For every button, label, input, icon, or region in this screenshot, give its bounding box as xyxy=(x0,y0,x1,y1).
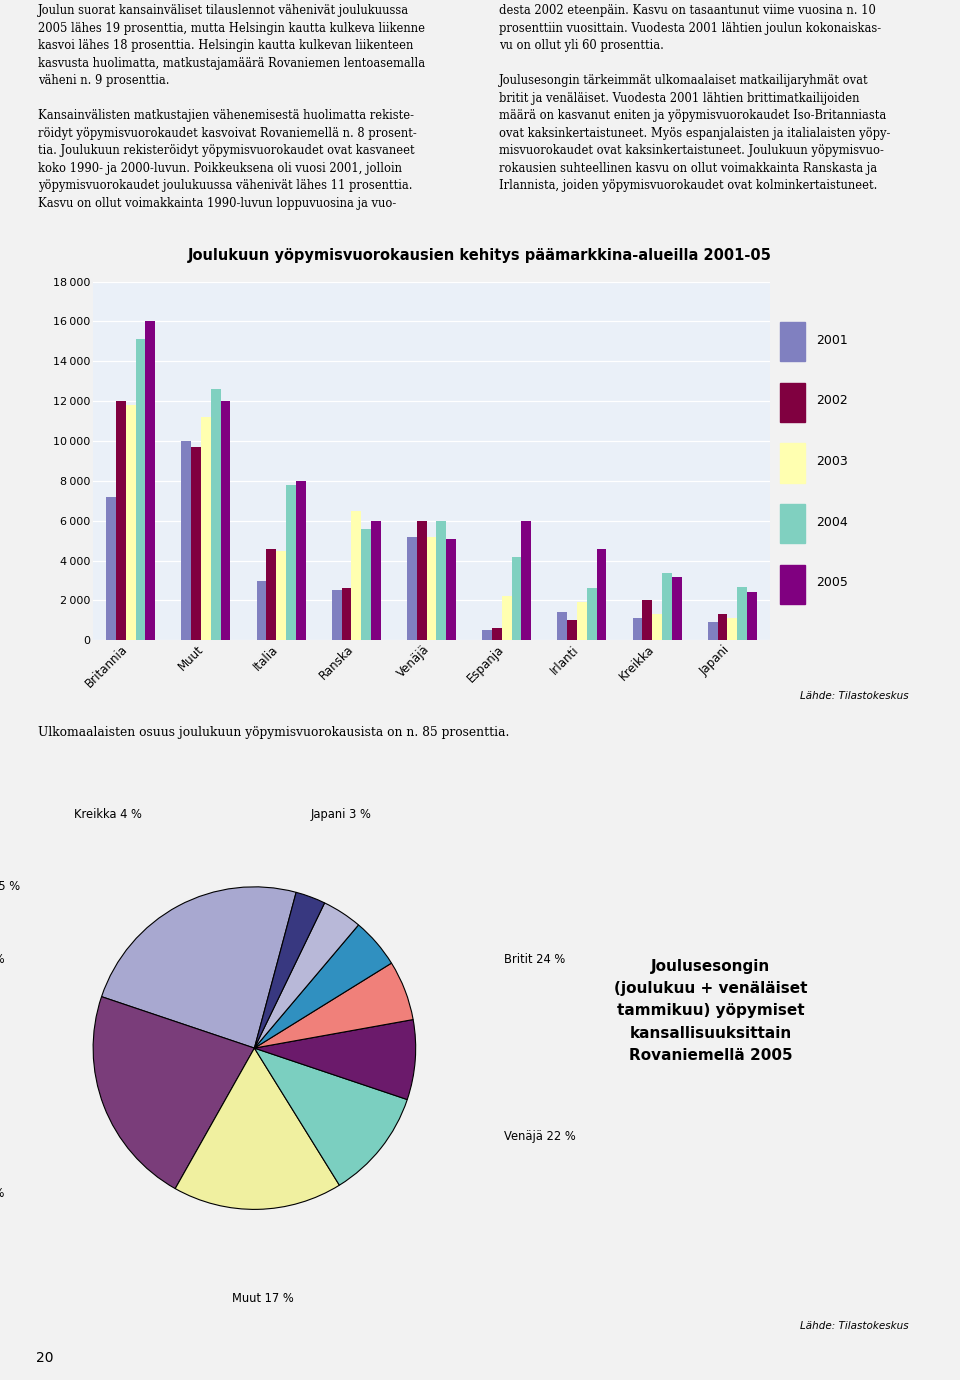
Bar xyxy=(587,588,596,640)
Bar xyxy=(135,339,145,640)
Bar xyxy=(361,529,371,640)
Bar xyxy=(567,621,577,640)
Wedge shape xyxy=(254,963,413,1049)
Bar xyxy=(780,564,805,604)
Bar xyxy=(718,614,728,640)
Bar xyxy=(276,551,286,640)
Bar xyxy=(116,402,126,640)
Text: Joulusesongin
(joulukuu + venäläiset
tammikuu) yöpymiset
kansallisuuksittain
Rov: Joulusesongin (joulukuu + venäläiset tam… xyxy=(613,959,807,1063)
Text: Lähde: Tilastokeskus: Lähde: Tilastokeskus xyxy=(800,691,908,701)
Bar xyxy=(191,447,201,640)
Bar xyxy=(652,614,662,640)
Bar xyxy=(596,549,607,640)
Bar xyxy=(221,402,230,640)
Bar xyxy=(633,618,642,640)
Bar xyxy=(351,511,361,640)
Bar xyxy=(482,631,492,640)
Wedge shape xyxy=(254,925,392,1049)
Text: Japani 3 %: Japani 3 % xyxy=(311,807,372,821)
Bar xyxy=(737,586,747,640)
Text: 2003: 2003 xyxy=(817,455,849,468)
Wedge shape xyxy=(254,1020,416,1100)
Wedge shape xyxy=(254,903,358,1049)
Text: Venäjä 22 %: Venäjä 22 % xyxy=(504,1130,576,1143)
Text: desta 2002 eteenpäin. Kasvu on tasaantunut viime vuosina n. 10
prosenttiin vuosi: desta 2002 eteenpäin. Kasvu on tasaantun… xyxy=(499,4,891,192)
Bar xyxy=(332,591,342,640)
Bar xyxy=(211,389,221,640)
Bar xyxy=(286,484,296,640)
Text: Joulun suorat kansainväliset tilauslennot vähenivät joulukuussa
2005 lähes 19 pr: Joulun suorat kansainväliset tilauslenno… xyxy=(38,4,425,210)
Bar xyxy=(708,622,718,640)
Bar xyxy=(267,549,276,640)
Text: Espanja 6 %: Espanja 6 % xyxy=(0,954,5,966)
Text: 2001: 2001 xyxy=(817,334,849,346)
Wedge shape xyxy=(102,887,296,1049)
Bar xyxy=(437,520,446,640)
Bar xyxy=(201,417,211,640)
Bar xyxy=(642,600,652,640)
Bar xyxy=(126,406,135,640)
Bar xyxy=(662,573,672,640)
Wedge shape xyxy=(93,996,254,1188)
Bar xyxy=(107,497,116,640)
Text: Ulkomaalaisten osuus joulukuun yöpymisvuorokausista on n. 85 prosenttia.: Ulkomaalaisten osuus joulukuun yöpymisvu… xyxy=(38,726,510,740)
Text: 20: 20 xyxy=(36,1351,54,1365)
Bar xyxy=(558,613,567,640)
Bar xyxy=(426,537,437,640)
Bar xyxy=(446,538,456,640)
Text: Kreikka 4 %: Kreikka 4 % xyxy=(74,807,141,821)
Bar xyxy=(780,504,805,544)
Bar xyxy=(256,581,267,640)
Wedge shape xyxy=(176,1049,340,1209)
Bar xyxy=(371,520,381,640)
Bar xyxy=(728,618,737,640)
Bar xyxy=(296,480,305,640)
Bar xyxy=(417,520,426,640)
Bar xyxy=(577,603,587,640)
Text: Italia 11 %: Italia 11 % xyxy=(0,1187,5,1199)
Text: 2004: 2004 xyxy=(817,516,849,529)
Bar xyxy=(747,592,756,640)
Text: 2005: 2005 xyxy=(817,577,849,589)
Bar xyxy=(492,628,502,640)
Bar xyxy=(512,556,521,640)
Bar xyxy=(780,322,805,362)
Bar xyxy=(521,520,531,640)
Bar xyxy=(145,322,156,640)
Wedge shape xyxy=(254,893,324,1049)
Bar xyxy=(672,577,682,640)
Bar xyxy=(181,442,191,640)
Text: 2002: 2002 xyxy=(817,395,849,407)
Wedge shape xyxy=(254,1049,407,1185)
Text: Britit 24 %: Britit 24 % xyxy=(504,954,565,966)
Bar xyxy=(780,382,805,422)
Bar xyxy=(780,443,805,483)
Bar xyxy=(342,588,351,640)
Bar xyxy=(407,537,417,640)
Text: Joulukuun yöpymisvuorokausien kehitys päämarkkina-alueilla 2001-05: Joulukuun yöpymisvuorokausien kehitys pä… xyxy=(188,248,772,262)
Text: Irlanti 5 %: Irlanti 5 % xyxy=(0,880,20,893)
Text: Lähde: Tilastokeskus: Lähde: Tilastokeskus xyxy=(800,1321,908,1332)
Bar xyxy=(502,596,512,640)
Text: Muut 17 %: Muut 17 % xyxy=(231,1292,294,1304)
